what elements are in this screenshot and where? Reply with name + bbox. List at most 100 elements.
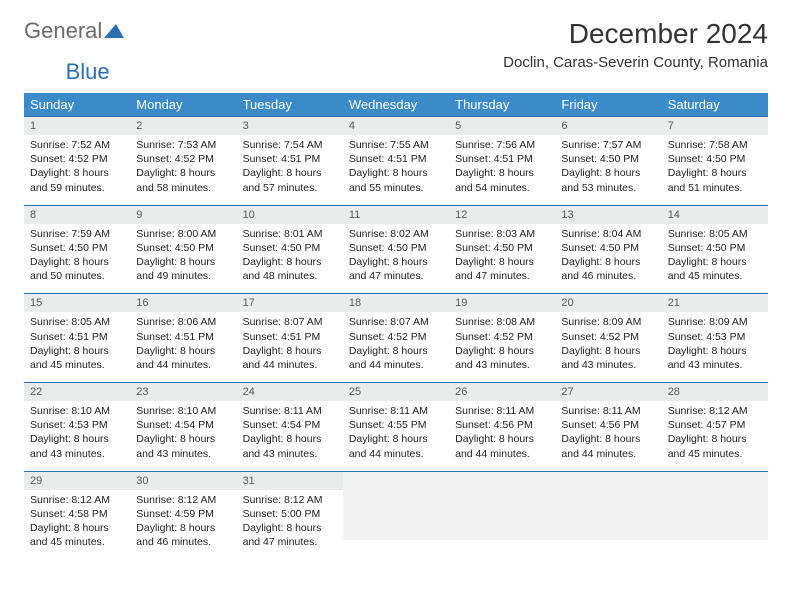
sunrise-line: Sunrise: 8:12 AM <box>30 493 124 507</box>
calendar-week-row: 22Sunrise: 8:10 AMSunset: 4:53 PMDayligh… <box>24 383 768 472</box>
calendar-day-cell: 17Sunrise: 8:07 AMSunset: 4:51 PMDayligh… <box>237 294 343 383</box>
calendar-day-cell: 10Sunrise: 8:01 AMSunset: 4:50 PMDayligh… <box>237 205 343 294</box>
sunrise-line: Sunrise: 7:53 AM <box>136 138 230 152</box>
day-details: Sunrise: 8:11 AMSunset: 4:55 PMDaylight:… <box>343 401 449 471</box>
calendar-day-cell: 2Sunrise: 7:53 AMSunset: 4:52 PMDaylight… <box>130 117 236 206</box>
sunset-line: Sunset: 4:50 PM <box>668 241 762 255</box>
calendar-day-cell: 16Sunrise: 8:06 AMSunset: 4:51 PMDayligh… <box>130 294 236 383</box>
daylight-line: Daylight: 8 hours and 44 minutes. <box>349 344 443 372</box>
calendar-day-cell: 26Sunrise: 8:11 AMSunset: 4:56 PMDayligh… <box>449 383 555 472</box>
sunset-line: Sunset: 4:51 PM <box>455 152 549 166</box>
sunrise-line: Sunrise: 8:10 AM <box>136 404 230 418</box>
calendar-week-row: 1Sunrise: 7:52 AMSunset: 4:52 PMDaylight… <box>24 117 768 206</box>
day-number: 23 <box>130 383 236 401</box>
day-number: 6 <box>555 117 661 135</box>
header-wednesday: Wednesday <box>343 93 449 117</box>
daylight-line: Daylight: 8 hours and 58 minutes. <box>136 166 230 194</box>
logo: General <box>24 18 124 44</box>
header-monday: Monday <box>130 93 236 117</box>
sunset-line: Sunset: 4:50 PM <box>561 241 655 255</box>
sunset-line: Sunset: 4:53 PM <box>668 330 762 344</box>
day-number: 18 <box>343 294 449 312</box>
sunrise-line: Sunrise: 8:12 AM <box>136 493 230 507</box>
day-details: Sunrise: 7:53 AMSunset: 4:52 PMDaylight:… <box>130 135 236 205</box>
day-number: 31 <box>237 472 343 490</box>
day-header-row: Sunday Monday Tuesday Wednesday Thursday… <box>24 93 768 117</box>
day-details: Sunrise: 8:04 AMSunset: 4:50 PMDaylight:… <box>555 224 661 294</box>
daylight-line: Daylight: 8 hours and 43 minutes. <box>136 432 230 460</box>
day-number: 21 <box>662 294 768 312</box>
daylight-line: Daylight: 8 hours and 57 minutes. <box>243 166 337 194</box>
daylight-line: Daylight: 8 hours and 45 minutes. <box>30 344 124 372</box>
calendar-day-cell: 18Sunrise: 8:07 AMSunset: 4:52 PMDayligh… <box>343 294 449 383</box>
day-details: Sunrise: 8:01 AMSunset: 4:50 PMDaylight:… <box>237 224 343 294</box>
day-number: 16 <box>130 294 236 312</box>
calendar-day-cell: 6Sunrise: 7:57 AMSunset: 4:50 PMDaylight… <box>555 117 661 206</box>
daylight-line: Daylight: 8 hours and 44 minutes. <box>455 432 549 460</box>
sunrise-line: Sunrise: 8:01 AM <box>243 227 337 241</box>
sunrise-line: Sunrise: 8:08 AM <box>455 315 549 329</box>
sunset-line: Sunset: 4:52 PM <box>30 152 124 166</box>
day-details: Sunrise: 8:09 AMSunset: 4:53 PMDaylight:… <box>662 312 768 382</box>
calendar-day-cell <box>555 471 661 559</box>
calendar-day-cell: 1 Sunrise: 7:52 AMSunset: 4:52 PMDaylight… <box>24 117 130 206</box>
sunset-line: Sunset: 4:51 PM <box>243 330 337 344</box>
sunset-line: Sunset: 4:52 PM <box>349 330 443 344</box>
day-number: 15 <box>24 294 130 312</box>
day-number: 10 <box>237 206 343 224</box>
sunrise-line: Sunrise: 8:11 AM <box>561 404 655 418</box>
sunset-line: Sunset: 5:00 PM <box>243 507 337 521</box>
day-number: 27 <box>555 383 661 401</box>
sunrise-line: Sunrise: 7:56 AM <box>455 138 549 152</box>
sunset-line: Sunset: 4:53 PM <box>30 418 124 432</box>
calendar-day-cell: 9Sunrise: 8:00 AMSunset: 4:50 PMDaylight… <box>130 205 236 294</box>
sunrise-line: Sunrise: 8:05 AM <box>30 315 124 329</box>
sunset-line: Sunset: 4:56 PM <box>455 418 549 432</box>
day-number: 26 <box>449 383 555 401</box>
day-details: Sunrise: 8:10 AMSunset: 4:54 PMDaylight:… <box>130 401 236 471</box>
day-number: 22 <box>24 383 130 401</box>
calendar-day-cell: 29Sunrise: 8:12 AMSunset: 4:58 PMDayligh… <box>24 471 130 559</box>
day-details: Sunrise: 7:58 AMSunset: 4:50 PMDaylight:… <box>662 135 768 205</box>
day-details: Sunrise: 8:06 AMSunset: 4:51 PMDaylight:… <box>130 312 236 382</box>
calendar-week-row: 8Sunrise: 7:59 AMSunset: 4:50 PMDaylight… <box>24 205 768 294</box>
daylight-line: Daylight: 8 hours and 46 minutes. <box>561 255 655 283</box>
sunrise-line: Sunrise: 8:10 AM <box>30 404 124 418</box>
day-number: 14 <box>662 206 768 224</box>
day-details: Sunrise: 8:11 AMSunset: 4:56 PMDaylight:… <box>449 401 555 471</box>
calendar-day-cell: 28Sunrise: 8:12 AMSunset: 4:57 PMDayligh… <box>662 383 768 472</box>
calendar-week-row: 29Sunrise: 8:12 AMSunset: 4:58 PMDayligh… <box>24 471 768 559</box>
sunset-line: Sunset: 4:51 PM <box>349 152 443 166</box>
day-number: 1 <box>24 117 130 135</box>
calendar-day-cell: 8Sunrise: 7:59 AMSunset: 4:50 PMDaylight… <box>24 205 130 294</box>
daylight-line: Daylight: 8 hours and 59 minutes. <box>30 166 124 194</box>
sunrise-line: Sunrise: 8:02 AM <box>349 227 443 241</box>
sunset-line: Sunset: 4:54 PM <box>243 418 337 432</box>
daylight-line: Daylight: 8 hours and 43 minutes. <box>668 344 762 372</box>
sunrise-line: Sunrise: 8:05 AM <box>668 227 762 241</box>
sunset-line: Sunset: 4:51 PM <box>30 330 124 344</box>
calendar-day-cell: 12Sunrise: 8:03 AMSunset: 4:50 PMDayligh… <box>449 205 555 294</box>
sunset-line: Sunset: 4:52 PM <box>561 330 655 344</box>
daylight-line: Daylight: 8 hours and 44 minutes. <box>561 432 655 460</box>
calendar-day-cell: 22 Sunrise: 8:10 AMSunset: 4:53 PMDayligh… <box>24 383 130 472</box>
day-details: Sunrise: 8:12 AMSunset: 5:00 PMDaylight:… <box>237 490 343 560</box>
logo-line2: GenBlue <box>24 59 768 85</box>
daylight-line: Daylight: 8 hours and 43 minutes. <box>30 432 124 460</box>
day-number: 7 <box>662 117 768 135</box>
day-number: 5 <box>449 117 555 135</box>
daylight-line: Daylight: 8 hours and 54 minutes. <box>455 166 549 194</box>
sunrise-line: Sunrise: 7:52 AM <box>30 138 124 152</box>
day-number: 29 <box>24 472 130 490</box>
day-number: 2 <box>130 117 236 135</box>
calendar-day-cell: 19Sunrise: 8:08 AMSunset: 4:52 PMDayligh… <box>449 294 555 383</box>
month-title: December 2024 <box>503 18 768 50</box>
day-number: 24 <box>237 383 343 401</box>
sunrise-line: Sunrise: 8:09 AM <box>668 315 762 329</box>
calendar-day-cell: 14Sunrise: 8:05 AMSunset: 4:50 PMDayligh… <box>662 205 768 294</box>
daylight-line: Daylight: 8 hours and 46 minutes. <box>136 521 230 549</box>
header-saturday: Saturday <box>662 93 768 117</box>
logo-triangle-icon <box>104 18 124 44</box>
sunset-line: Sunset: 4:50 PM <box>668 152 762 166</box>
calendar-day-cell: 4Sunrise: 7:55 AMSunset: 4:51 PMDaylight… <box>343 117 449 206</box>
